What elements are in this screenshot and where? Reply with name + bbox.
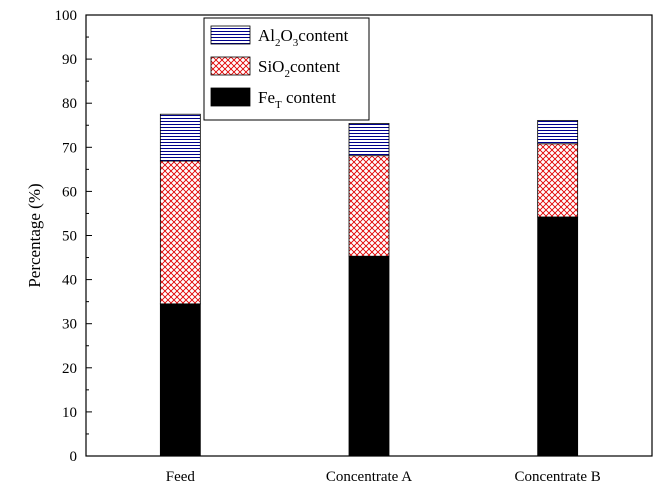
bar-segment-feed-0 [159,303,201,457]
y-tick-label: 30 [62,317,77,333]
x-tick-label: Concentrate B [515,469,601,485]
y-tick-label: 70 [62,140,77,156]
y-tick-label: 10 [62,405,77,421]
legend-swatch [210,25,251,45]
bar-segment-feed-1 [159,160,201,305]
legend: Al2O3content SiO2content FeT content [203,17,370,121]
y-tick-label: 80 [62,96,77,112]
bar-segment-concentrate-a-0 [348,255,390,457]
legend-swatch [210,56,251,76]
bar-segment-concentrate-b-0 [537,216,579,457]
legend-label: Al2O3content [258,26,349,49]
y-tick-label: 90 [62,52,77,68]
legend-label: FeT content [258,88,336,111]
legend-swatch [210,87,251,107]
axes: Feed Concentrate A Concentrate B 0 10 20 30 40 5… [25,8,653,485]
bar-segment-concentrate-a-1 [348,155,390,257]
y-tick-label: 100 [55,8,78,24]
plot-area [159,113,579,457]
x-tick-label: Concentrate A [326,469,412,485]
bar-segment-concentrate-a-2 [348,123,390,157]
y-axis-title: Percentage (%) [25,183,44,287]
y-tick-label: 60 [62,184,77,200]
bar-segment-concentrate-b-2 [537,119,579,145]
y-tick-label: 0 [70,449,78,465]
legend-label: SiO2content [258,57,340,80]
y-tick-label: 40 [62,273,77,289]
bar-segment-feed-2 [159,113,201,162]
bar-segment-concentrate-b-1 [537,143,579,218]
x-tick-label: Feed [166,469,196,485]
y-tick-label: 50 [62,229,77,245]
y-tick-label: 20 [62,361,77,377]
